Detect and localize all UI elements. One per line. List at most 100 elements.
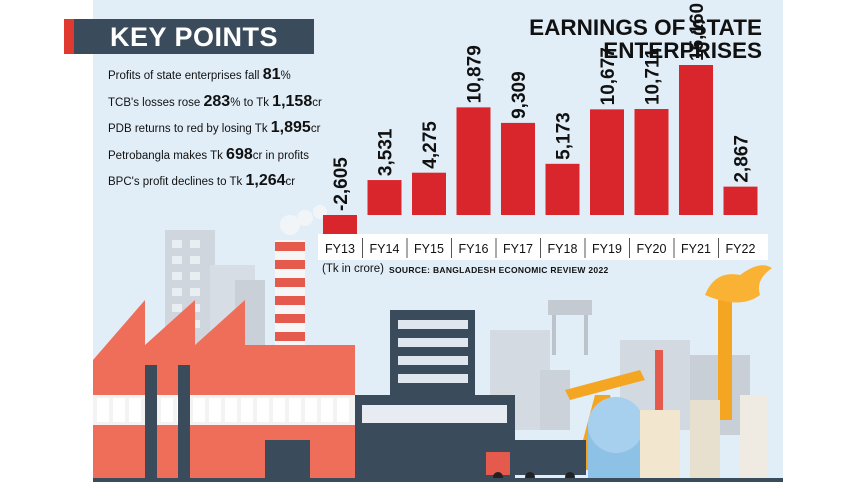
key-points-list: Profits of state enterprises fall 81% TCB… bbox=[108, 66, 328, 199]
key-point-value: 698 bbox=[226, 145, 253, 163]
factory-window bbox=[337, 398, 349, 422]
bar-fy22 bbox=[723, 186, 758, 215]
bar-fy21 bbox=[679, 65, 713, 215]
window bbox=[190, 272, 200, 280]
smoke-puff bbox=[297, 210, 313, 226]
tick-label: FY22 bbox=[726, 242, 756, 256]
data-label: 10,711 bbox=[643, 48, 664, 105]
data-label: 4,275 bbox=[420, 121, 441, 169]
smoke-puff bbox=[280, 215, 300, 235]
key-point-text: cr bbox=[285, 176, 296, 188]
chart-title-line2: ENTERPRISES bbox=[603, 38, 762, 63]
oil-pump-beam bbox=[565, 370, 645, 400]
window bbox=[172, 272, 182, 280]
window bbox=[190, 240, 200, 248]
red-factory bbox=[93, 300, 355, 482]
bar-fy19 bbox=[590, 109, 624, 215]
bar-fy14 bbox=[367, 180, 402, 215]
window bbox=[190, 288, 200, 296]
bar-fy15 bbox=[412, 172, 446, 215]
factory-window bbox=[161, 398, 173, 422]
factory-pipe bbox=[145, 365, 157, 482]
key-point-value: 1,158 bbox=[272, 92, 313, 110]
building-window-band bbox=[362, 405, 507, 423]
chimney-stripe bbox=[275, 278, 305, 287]
key-point-text: cr bbox=[312, 96, 322, 109]
key-point-text: TCB's losses rose bbox=[108, 96, 204, 109]
key-point-item: Petrobangla makes Tk 698cr in profits bbox=[108, 146, 328, 173]
chimney-stripe bbox=[275, 314, 305, 323]
key-point-text: BPC's profit declines to Tk bbox=[108, 176, 246, 188]
key-point-text: PDB returns to red by losing Tk bbox=[108, 123, 271, 135]
factory-window bbox=[225, 398, 237, 422]
factory-window bbox=[289, 398, 301, 422]
tower-window-band bbox=[398, 338, 468, 347]
truck-trailer bbox=[508, 440, 586, 475]
data-label: 10,677 bbox=[598, 47, 619, 105]
data-label: 10,879 bbox=[465, 45, 486, 103]
chimney-stripe bbox=[275, 296, 305, 305]
tick-label: FY15 bbox=[414, 242, 444, 256]
water-tower-tank bbox=[548, 300, 592, 315]
window bbox=[172, 240, 182, 248]
key-point-text: % to Tk bbox=[230, 96, 273, 109]
flare-flame bbox=[705, 265, 772, 303]
tank bbox=[640, 410, 680, 482]
key-point-text: cr in profits bbox=[252, 149, 309, 162]
tower-window-band bbox=[398, 374, 468, 383]
chart-title: EARNINGS OF STATE ENTERPRISES bbox=[529, 16, 762, 62]
bar-fy17 bbox=[501, 122, 535, 215]
key-point-item: Profits of state enterprises fall 81% bbox=[108, 66, 328, 93]
tank bbox=[740, 395, 768, 482]
water-tower-leg bbox=[552, 315, 556, 355]
data-label: 2,867 bbox=[732, 135, 753, 183]
key-point-text: Profits of state enterprises fall bbox=[108, 70, 263, 82]
factory-window bbox=[97, 398, 109, 422]
bar-fy18 bbox=[545, 163, 580, 215]
key-point-text: cr bbox=[310, 123, 321, 135]
axis-band bbox=[318, 234, 768, 260]
flare-stack bbox=[718, 300, 732, 420]
factory-window bbox=[273, 398, 285, 422]
data-label: 3,531 bbox=[376, 128, 397, 176]
factory-window bbox=[209, 398, 221, 422]
small-chimney bbox=[655, 350, 663, 410]
tick-label: FY16 bbox=[459, 242, 489, 256]
factory-window bbox=[321, 398, 333, 422]
window bbox=[172, 288, 182, 296]
unit-note: (Tk in crore) bbox=[322, 263, 384, 275]
distant-building bbox=[540, 370, 570, 430]
key-point-value: 1,264 bbox=[245, 172, 286, 189]
tick-label: FY13 bbox=[325, 242, 355, 256]
bar-fy20 bbox=[634, 109, 669, 215]
tower-window-band bbox=[398, 320, 468, 329]
factory-window bbox=[129, 398, 141, 422]
tick-label: FY18 bbox=[548, 242, 578, 256]
bar-fy16 bbox=[456, 107, 491, 215]
factory-window bbox=[113, 398, 125, 422]
key-point-value: 81 bbox=[262, 66, 281, 83]
key-point-item: PDB returns to red by losing Tk 1,895cr bbox=[108, 119, 328, 146]
data-label: 15,160 bbox=[687, 3, 708, 61]
factory-window bbox=[241, 398, 253, 422]
chimney bbox=[275, 240, 305, 350]
tick-label: FY17 bbox=[503, 242, 533, 256]
factory-door bbox=[265, 440, 310, 482]
factory-window bbox=[305, 398, 317, 422]
tick-label: FY14 bbox=[370, 242, 400, 256]
source-note: SOURCE: BANGLADESH ECONOMIC REVIEW 2022 bbox=[389, 265, 609, 275]
key-points-title: KEY POINTS bbox=[110, 22, 279, 52]
key-points-banner bbox=[64, 19, 314, 54]
key-point-value: 1,895 bbox=[270, 119, 311, 136]
key-point-item: BPC's profit declines to Tk 1,264cr bbox=[108, 172, 328, 199]
key-point-value: 283 bbox=[203, 92, 231, 110]
chart-title-line1: EARNINGS OF STATE bbox=[529, 15, 762, 40]
tower-window-band bbox=[398, 356, 468, 365]
key-point-text: % bbox=[280, 70, 291, 82]
data-label: 5,173 bbox=[554, 112, 575, 160]
chimney-stripe bbox=[275, 260, 305, 269]
tick-label: FY19 bbox=[592, 242, 622, 256]
